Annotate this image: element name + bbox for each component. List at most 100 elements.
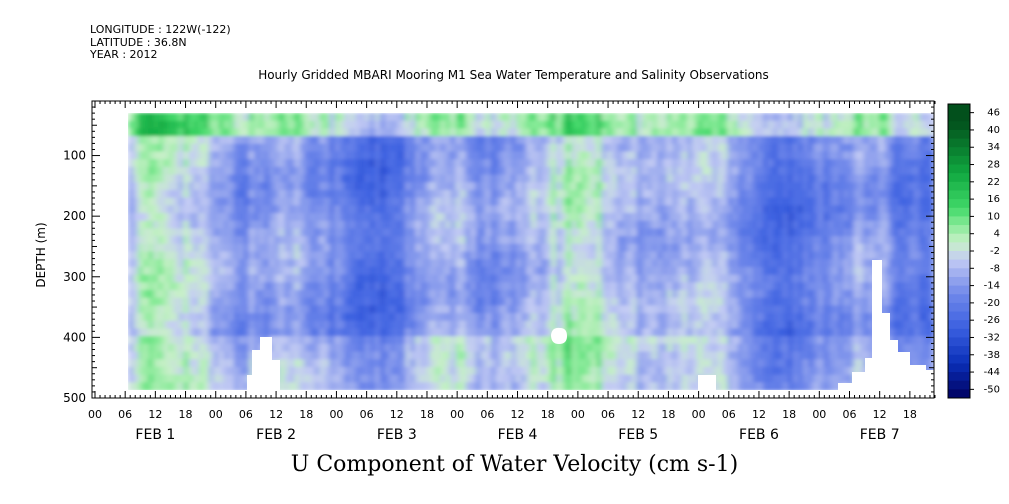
heatmap-cell xyxy=(606,159,613,168)
heatmap-cell xyxy=(717,143,724,153)
heatmap-cell xyxy=(485,205,492,214)
heatmap-cell xyxy=(384,274,391,284)
heatmap-cell xyxy=(193,174,200,184)
heatmap-cell xyxy=(818,151,824,160)
heatmap-cell xyxy=(782,151,789,160)
heatmap-cell xyxy=(611,266,618,276)
heatmap-cell xyxy=(248,143,255,153)
heatmap-cell xyxy=(641,320,648,330)
heatmap-cell xyxy=(546,359,552,368)
heatmap-cell xyxy=(677,313,683,322)
heatmap-cell xyxy=(344,213,351,222)
heatmap-cell xyxy=(601,205,608,214)
heatmap-cell xyxy=(556,159,563,168)
heatmap-cell xyxy=(752,213,759,222)
heatmap-cell xyxy=(420,282,427,291)
heatmap-cell xyxy=(520,143,527,153)
heatmap-cell xyxy=(767,343,774,353)
heatmap-cell xyxy=(813,236,819,245)
heatmap-cell xyxy=(601,128,608,137)
heatmap-cell xyxy=(178,189,185,199)
heatmap-cell xyxy=(813,220,819,230)
heatmap-cell xyxy=(324,128,331,137)
heatmap-cell xyxy=(349,366,356,376)
heatmap-cell xyxy=(294,259,301,268)
heatmap-cell xyxy=(747,382,754,390)
heatmap-cell xyxy=(485,220,492,230)
heatmap-cell xyxy=(566,136,573,145)
heatmap-cell xyxy=(772,151,779,160)
heatmap-cell xyxy=(168,266,175,276)
heatmap-cell xyxy=(601,359,608,368)
heatmap-cell xyxy=(415,136,421,145)
heatmap-cell xyxy=(213,236,220,245)
heatmap-cell xyxy=(621,120,628,130)
heatmap-cell xyxy=(460,143,467,153)
heatmap-cell xyxy=(228,236,235,245)
heatmap-cell xyxy=(636,136,643,145)
heatmap-cell xyxy=(188,220,195,230)
heatmap-cell xyxy=(505,166,512,176)
heatmap-cell xyxy=(138,366,144,376)
heatmap-cell xyxy=(651,313,658,322)
heatmap-cell xyxy=(470,328,477,337)
heatmap-cell xyxy=(515,228,522,237)
heatmap-cell xyxy=(349,336,356,345)
heatmap-cell xyxy=(551,151,557,160)
heatmap-cell xyxy=(551,205,557,214)
heatmap-cell xyxy=(576,305,583,314)
heatmap-cell xyxy=(460,251,467,260)
heatmap-cell xyxy=(531,266,537,276)
heatmap-cell xyxy=(767,113,774,122)
heatmap-cell xyxy=(450,274,457,284)
heatmap-cell xyxy=(601,343,608,353)
heatmap-cell xyxy=(531,343,537,353)
heatmap-cell xyxy=(158,336,165,345)
heatmap-cell xyxy=(808,328,814,337)
heatmap-cell xyxy=(309,159,316,168)
heatmap-cell xyxy=(248,182,255,191)
heatmap-cell xyxy=(148,128,154,137)
heatmap-cell xyxy=(546,289,552,299)
heatmap-cell xyxy=(379,382,386,390)
heatmap-cell xyxy=(208,274,215,284)
heatmap-cell xyxy=(440,174,447,184)
heatmap-cell xyxy=(188,213,195,222)
heatmap-cell xyxy=(566,343,573,353)
heatmap-cell xyxy=(672,282,678,291)
heatmap-cell xyxy=(797,151,804,160)
heatmap-cell xyxy=(797,166,804,176)
heatmap-cell xyxy=(415,282,421,291)
heatmap-cell xyxy=(344,297,351,307)
heatmap-cell xyxy=(334,120,341,130)
heatmap-cell xyxy=(702,351,709,361)
heatmap-cell xyxy=(495,213,502,222)
heatmap-cell xyxy=(586,297,593,307)
heatmap-cell xyxy=(289,228,296,237)
heatmap-cell xyxy=(455,136,462,145)
heatmap-cell xyxy=(782,305,789,314)
heatmap-cell xyxy=(274,197,280,207)
heatmap-cell xyxy=(480,189,487,199)
heatmap-cell xyxy=(732,251,739,260)
heatmap-cell xyxy=(344,236,351,245)
heatmap-cell xyxy=(515,220,522,230)
heatmap-cell xyxy=(465,313,472,322)
heatmap-cell xyxy=(253,336,260,345)
heatmap-cell xyxy=(636,228,643,237)
heatmap-cell xyxy=(233,274,240,284)
heatmap-cell xyxy=(707,259,714,268)
heatmap-cell xyxy=(777,351,784,361)
heatmap-cell xyxy=(440,305,447,314)
heatmap-cell xyxy=(661,266,668,276)
heatmap-cell xyxy=(168,251,175,260)
heatmap-cell xyxy=(133,328,139,337)
heatmap-cell xyxy=(717,174,724,184)
heatmap-cell xyxy=(359,320,366,330)
heatmap-cell xyxy=(143,113,149,122)
heatmap-cell xyxy=(515,166,522,176)
heatmap-cell xyxy=(430,228,437,237)
heatmap-cell xyxy=(238,328,245,337)
heatmap-cell xyxy=(223,182,230,191)
heatmap-cell xyxy=(314,343,321,353)
